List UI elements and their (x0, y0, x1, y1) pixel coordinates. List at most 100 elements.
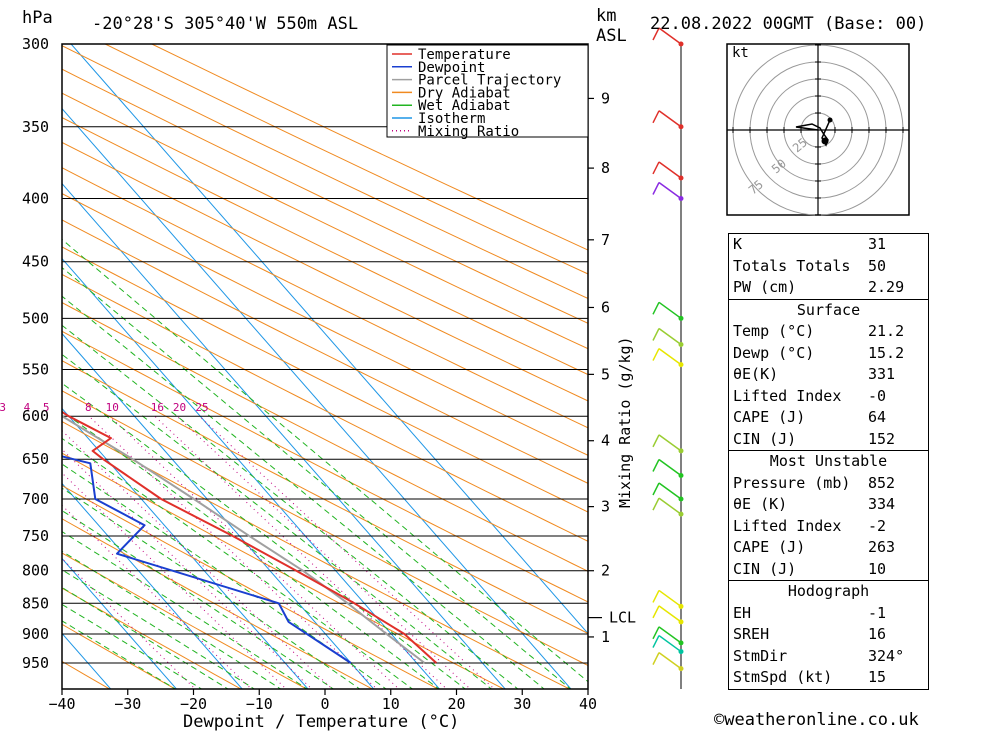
index-row: Dewp (°C) 15.2 (729, 343, 928, 365)
wet-adiabat-line (62, 382, 466, 689)
index-label: StmSpd (kt) (733, 668, 833, 686)
general-indices: K 31 Totals Totals 50 PW (cm) 2.29 (729, 234, 928, 299)
pressure-tick-label: 450 (22, 253, 49, 271)
wind-barb-staff (658, 110, 682, 128)
wind-barb-flag (652, 182, 660, 195)
wind-barb-staff (658, 626, 682, 644)
height-unit-label: km (596, 6, 616, 26)
index-value: 852 (868, 473, 896, 492)
wind-barb (652, 327, 684, 348)
copyright-text: ©weatheronline.co.uk (714, 710, 919, 730)
x-tick-label: 20 (447, 695, 465, 713)
isotherm-line (62, 557, 178, 689)
index-value: 21.2 (868, 322, 905, 340)
wind-barb-staff (658, 327, 682, 346)
wind-barb-staff (658, 634, 682, 653)
wind-barb-staff (658, 301, 682, 319)
pressure-tick-label: 300 (22, 35, 49, 53)
pressure-tick-label: 550 (22, 361, 49, 379)
mixing-ratio-label: 16 (151, 401, 164, 414)
wind-barb-flag (652, 605, 660, 619)
wind-barb-flag (652, 482, 660, 496)
wind-barb-dot (678, 315, 684, 321)
wind-barb-staff (658, 458, 682, 477)
index-row: Lifted Index -2 (729, 516, 928, 538)
index-value: 16 (868, 625, 887, 643)
pressure-tick-label: 800 (22, 562, 49, 580)
skewt-background-lines (62, 44, 588, 689)
wind-barb-flag (652, 459, 660, 472)
temperature-line (62, 410, 438, 664)
wind-barb (652, 27, 684, 47)
index-value: -0 (868, 386, 887, 405)
index-value: 324° (868, 646, 905, 665)
isotherm-line (62, 182, 506, 689)
wind-barb (652, 347, 684, 368)
index-label: EH (733, 603, 752, 622)
index-label: CIN (J) (733, 559, 797, 578)
mixing-ratio-label: 20 (173, 401, 186, 414)
height-tick-label: 3 (601, 498, 610, 516)
wind-barb-dot (678, 448, 684, 454)
wind-barb-dot (678, 496, 684, 502)
height-tick-label: 4 (601, 432, 610, 450)
isotherm-line (62, 632, 112, 689)
wind-barb (652, 161, 684, 181)
wind-barb-flag (652, 328, 660, 341)
header: hPa -20°28'S 305°40'W 550m ASL km ASL 22… (22, 6, 926, 732)
index-row: Totals Totals 50 (729, 256, 928, 278)
wind-barb-dot (678, 640, 684, 646)
wind-barb (652, 634, 684, 655)
height-unit-sublabel: ASL (596, 26, 627, 46)
wet-adiabat-line (62, 238, 588, 683)
index-value: 50 (868, 256, 887, 275)
pressure-tick-label: 350 (22, 118, 49, 136)
wind-barb-staff (658, 347, 682, 366)
index-value: -2 (868, 516, 887, 535)
x-tick-label: −40 (48, 695, 75, 713)
wind-barb (652, 589, 684, 609)
wind-barb-flag (652, 27, 660, 41)
index-label: Lifted Index (733, 516, 842, 535)
pressure-tick-label: 650 (22, 450, 49, 468)
wet-adiabat-line (62, 410, 440, 689)
index-value: 64 (868, 408, 887, 426)
index-label: θE(K) (733, 365, 779, 383)
wet-adiabat-line (62, 510, 335, 689)
pressure-tick-label: 400 (22, 189, 49, 207)
height-tick-label: 9 (601, 89, 610, 107)
height-tick-label: 2 (601, 562, 610, 580)
index-value: 2.29 (868, 278, 905, 296)
index-row: Temp (°C) 21.2 (729, 321, 928, 343)
index-row: CAPE (J) 64 (729, 407, 928, 429)
x-tick-label: 0 (320, 695, 329, 713)
x-tick-label: −10 (246, 695, 273, 713)
parcel-trajectory-line (62, 414, 426, 664)
wind-barb (652, 605, 684, 625)
wind-barb-staff (658, 434, 682, 452)
dry-adiabat-line (62, 587, 242, 689)
lcl-label: LCL (609, 609, 636, 627)
x-tick-label: 10 (382, 695, 400, 713)
index-row: K 31 (729, 234, 928, 256)
wet-adiabat-line (62, 353, 493, 689)
wind-barb (652, 482, 684, 502)
dry-adiabat-line (62, 68, 588, 324)
mixing-ratio-label: 10 (106, 401, 119, 414)
index-row: CIN (J) 10 (729, 559, 928, 581)
indices-panel: K 31 Totals Totals 50 PW (cm) 2.29 Surface Te… (728, 233, 929, 690)
pressure-tick-label: 950 (22, 654, 49, 672)
wind-barb-dot (678, 195, 684, 201)
wind-barb-flag (652, 626, 660, 640)
index-label: CAPE (J) (733, 538, 806, 556)
wind-barb-flag (652, 161, 660, 175)
mixing-ratio-label: 3 (0, 401, 6, 414)
wet-adiabat-line (62, 550, 282, 689)
wind-barb (652, 301, 684, 321)
pressure-tick-label: 900 (22, 625, 49, 643)
pressure-tick-label: 700 (22, 490, 49, 508)
dry-adiabat-line (62, 92, 588, 350)
isotherm-line (62, 482, 243, 689)
wind-barb-dot (678, 619, 684, 625)
